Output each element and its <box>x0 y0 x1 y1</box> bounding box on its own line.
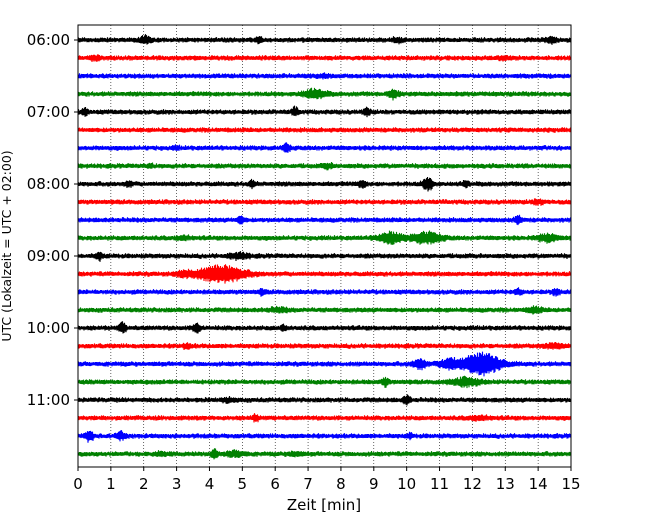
seismic-trace <box>77 264 572 284</box>
x-tick-label: 9 <box>369 475 379 493</box>
seismic-trace <box>77 105 572 118</box>
x-tick-label: 0 <box>73 475 83 493</box>
x-tick-label: 12 <box>463 475 482 493</box>
seismic-trace <box>77 430 572 443</box>
x-tick-label: 15 <box>561 475 580 493</box>
seismic-trace <box>77 127 572 133</box>
seismic-trace <box>77 198 572 206</box>
x-tick-label: 11 <box>430 475 449 493</box>
seismic-trace <box>77 341 572 350</box>
x-tick-label: 6 <box>270 475 280 493</box>
seismic-trace <box>77 448 572 460</box>
y-tick-label: 08:00 <box>27 175 70 193</box>
x-tick-label: 10 <box>397 475 416 493</box>
y-tick-label: 11:00 <box>27 391 70 409</box>
x-tick-label: 8 <box>336 475 346 493</box>
seismic-trace <box>77 34 572 45</box>
x-tick-label: 5 <box>238 475 248 493</box>
x-tick-label: 13 <box>496 475 515 493</box>
traces <box>77 34 572 460</box>
y-axis-label: UTC (Lokalzeit = UTC + 02:00) <box>0 150 14 341</box>
plot-frame <box>77 24 572 468</box>
x-tick-label: 7 <box>303 475 313 493</box>
seismic-trace <box>77 142 572 153</box>
plot-area <box>78 25 571 467</box>
seismic-trace <box>77 375 572 389</box>
x-tick-label: 14 <box>529 475 548 493</box>
x-tick-label: 1 <box>106 475 116 493</box>
seismic-trace <box>77 162 572 171</box>
seismic-trace <box>77 413 572 423</box>
x-tick-label: 2 <box>139 475 149 493</box>
seismic-trace <box>77 54 572 62</box>
seismic-trace <box>77 394 572 406</box>
seismic-trace <box>77 87 572 101</box>
y-tick-label: 10:00 <box>27 319 70 337</box>
seismic-trace <box>77 177 572 192</box>
x-tick-label: 3 <box>172 475 182 493</box>
y-axis-ticks: 06:00 07:00 08:00 09:00 10:00 11:00 <box>27 31 78 409</box>
seismic-trace <box>77 230 572 245</box>
seismic-trace <box>77 321 572 334</box>
seismic-trace <box>77 305 572 315</box>
y-tick-label: 07:00 <box>27 103 70 121</box>
seismic-trace <box>77 214 572 226</box>
seismic-trace <box>77 251 572 262</box>
seismic-trace <box>77 287 572 297</box>
seismic-trace <box>77 72 572 80</box>
x-axis-ticks: 0 1 2 3 4 5 6 7 8 9 10 11 12 13 14 15 <box>73 467 581 493</box>
y-tick-label: 06:00 <box>27 31 70 49</box>
y-tick-label: 09:00 <box>27 247 70 265</box>
x-axis-label: Zeit [min] <box>287 496 361 514</box>
seismic-trace <box>77 351 572 377</box>
x-tick-label: 4 <box>205 475 215 493</box>
